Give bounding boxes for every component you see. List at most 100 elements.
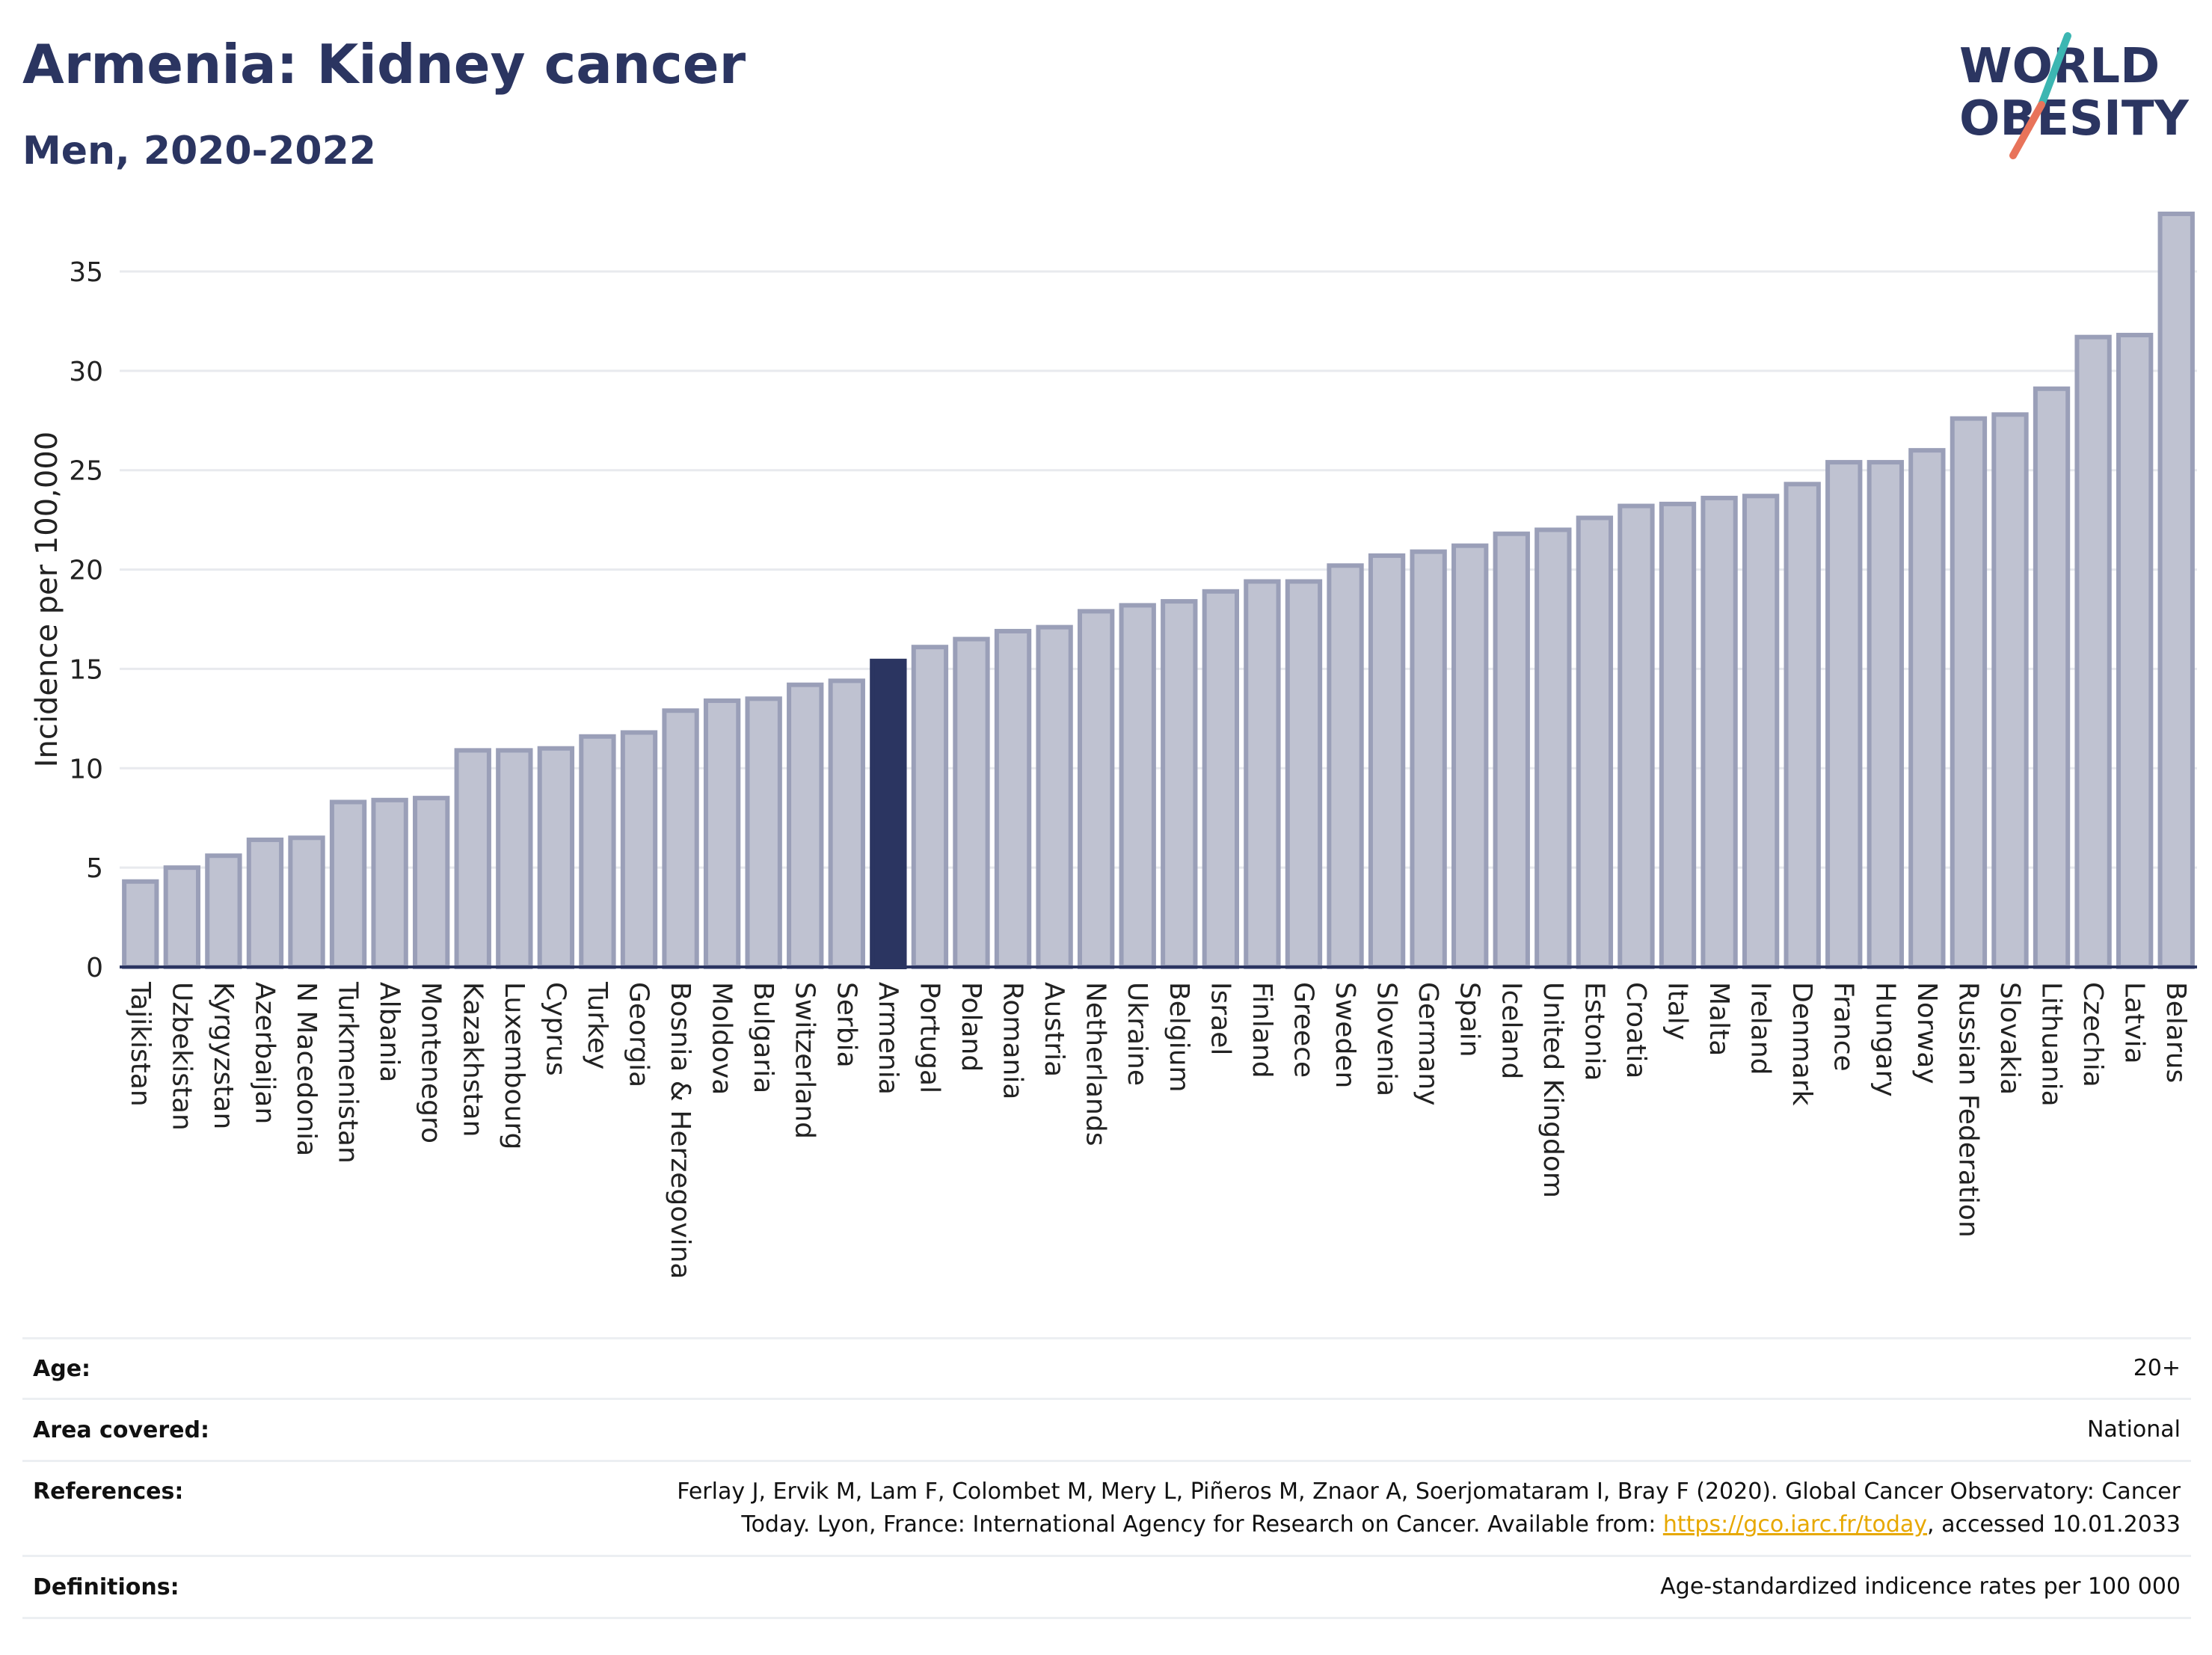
x-tick-label: Kazakhstan xyxy=(457,982,488,1137)
bar-slovenia xyxy=(1368,553,1406,969)
x-tick-label: Bosnia & Herzegovina xyxy=(665,982,695,1279)
logo-obesity-text: OBESITY xyxy=(1959,91,2189,147)
x-tick-label: Iceland xyxy=(1496,982,1526,1079)
references-value: Ferlay J, Ervik M, Lam F, Colombet M, Me… xyxy=(677,1476,2181,1541)
x-tick-label: France xyxy=(1828,982,1859,1072)
bar-denmark xyxy=(1784,482,1821,969)
bar-albania xyxy=(371,797,408,970)
references-text-1: Ferlay J, Ervik M, Lam F, Colombet M, Me… xyxy=(677,1479,2181,1505)
x-tick-label: Uzbekistan xyxy=(166,982,197,1131)
x-tick-label: Malta xyxy=(1703,982,1734,1056)
y-tick-label: 25 xyxy=(69,456,103,487)
bar-cyprus xyxy=(537,746,575,969)
chart-title: Armenia: Kidney cancer xyxy=(22,33,746,96)
bar-turkmenistan xyxy=(329,799,367,970)
bar-norway xyxy=(1908,448,1946,969)
x-tick-label: Armenia xyxy=(873,982,903,1095)
info-row-age: Age: 20+ xyxy=(22,1337,2191,1398)
x-tick-label: Georgia xyxy=(624,982,654,1087)
x-tick-label: Croatia xyxy=(1620,982,1651,1078)
x-tick-label: Italy xyxy=(1662,982,1693,1040)
bar-austria xyxy=(1036,624,1073,970)
bar-united-kingdom xyxy=(1534,527,1572,969)
x-tick-label: Czechia xyxy=(2077,982,2108,1087)
info-row-references: References: Ferlay J, Ervik M, Lam F, Co… xyxy=(22,1460,2191,1555)
x-tick-label: Spain xyxy=(1454,982,1485,1057)
bar-belarus xyxy=(2157,211,2195,969)
bar-belgium xyxy=(1161,599,1198,969)
x-tick-label: Israel xyxy=(1205,982,1235,1055)
bar-slovakia xyxy=(1991,412,2029,969)
x-tick-label: Denmark xyxy=(1787,982,1817,1106)
bar-bulgaria xyxy=(745,696,782,969)
chart-subtitle: Men, 2020-2022 xyxy=(22,129,376,174)
bar-finland xyxy=(1244,579,1281,969)
x-tick-label: Luxembourg xyxy=(499,982,529,1149)
x-tick-label: Slovakia xyxy=(1994,982,2025,1095)
x-tick-label: Russian Federation xyxy=(1953,982,1983,1238)
y-tick-label: 35 xyxy=(69,257,103,288)
x-tick-label: Netherlands xyxy=(1081,982,1111,1146)
x-tick-label: Ukraine xyxy=(1122,982,1152,1086)
x-tick-label: Albania xyxy=(374,982,405,1082)
definitions-label: Definitions: xyxy=(33,1573,179,1600)
x-tick-label: Cyprus xyxy=(540,982,571,1076)
info-row-area: Area covered: National xyxy=(22,1398,2191,1460)
area-value: National xyxy=(2086,1416,2181,1443)
x-tick-label: Austria xyxy=(1039,982,1069,1077)
bar-ukraine xyxy=(1119,603,1156,970)
labels: 0 5 10 15 20 25 30 35 Tajikistan Uzbekistan Kyrgyz… xyxy=(30,257,2191,1279)
age-label: Age: xyxy=(33,1355,91,1382)
x-tick-label: Germany xyxy=(1413,982,1443,1105)
x-tick-label: Bulgaria xyxy=(748,982,778,1093)
x-tick-label: Slovenia xyxy=(1371,982,1402,1096)
references-link[interactable]: https://gco.iarc.fr/today xyxy=(1662,1511,1928,1538)
bar-portugal xyxy=(911,645,949,969)
y-axis-label: Incidence per 100,000 xyxy=(30,432,64,768)
logo-teal-slash xyxy=(2038,32,2071,108)
info-table: Age: 20+ Area covered: National Referenc… xyxy=(22,1337,2191,1619)
bar-germany xyxy=(1410,549,1447,969)
y-tick-label: 20 xyxy=(69,556,103,586)
bar-moldova xyxy=(703,698,741,969)
x-tick-label: Latvia xyxy=(2119,982,2150,1064)
bars xyxy=(122,211,2195,970)
y-tick-label: 5 xyxy=(86,853,103,884)
x-tick-label: Hungary xyxy=(1870,982,1900,1097)
x-tick-label: Estonia xyxy=(1579,982,1609,1081)
bar-malta xyxy=(1701,495,1738,969)
bar-czechia xyxy=(2074,334,2112,969)
x-tick-label: Belgium xyxy=(1164,982,1194,1093)
x-tick-label: Sweden xyxy=(1330,982,1360,1088)
y-tick-label: 10 xyxy=(69,754,103,784)
bar-russian-federation xyxy=(1950,416,1988,969)
x-tick-label: Montenegro xyxy=(416,982,446,1143)
info-row-definitions: Definitions: Age-standardized indicence … xyxy=(22,1555,2191,1619)
x-tick-label: Kyrgyzstan xyxy=(208,982,239,1129)
x-tick-label: Poland xyxy=(956,982,986,1072)
x-tick-label: Turkey xyxy=(582,981,612,1069)
x-tick-label: Greece xyxy=(1288,982,1318,1078)
x-tick-label: Serbia xyxy=(831,982,861,1068)
bar-serbia xyxy=(828,678,865,969)
bar-netherlands xyxy=(1077,609,1115,969)
definitions-value: Age-standardized indicence rates per 100… xyxy=(1660,1573,2181,1600)
world-obesity-logo: WORLD OBESITY xyxy=(1959,32,2189,159)
x-tick-label: Tajikistan xyxy=(125,981,156,1107)
references-label: References: xyxy=(33,1479,184,1505)
bar-israel xyxy=(1202,589,1240,969)
bar-sweden xyxy=(1327,563,1364,969)
x-tick-label: N Macedonia xyxy=(291,982,322,1156)
x-tick-label: Turkmenistan xyxy=(333,981,363,1164)
bar-n-macedonia xyxy=(288,835,325,970)
bar-uzbekistan xyxy=(163,865,201,969)
bar-latvia xyxy=(2116,333,2154,969)
bar-poland xyxy=(953,636,990,969)
x-tick-label: Finland xyxy=(1247,982,1277,1078)
x-tick-label: United Kingdom xyxy=(1537,982,1568,1198)
bar-turkey xyxy=(579,734,616,969)
bar-france xyxy=(1825,460,1863,969)
x-tick-label: Moldova xyxy=(707,982,737,1095)
x-tick-label: Norway xyxy=(1911,982,1942,1084)
bar-kyrgyzstan xyxy=(205,853,242,969)
